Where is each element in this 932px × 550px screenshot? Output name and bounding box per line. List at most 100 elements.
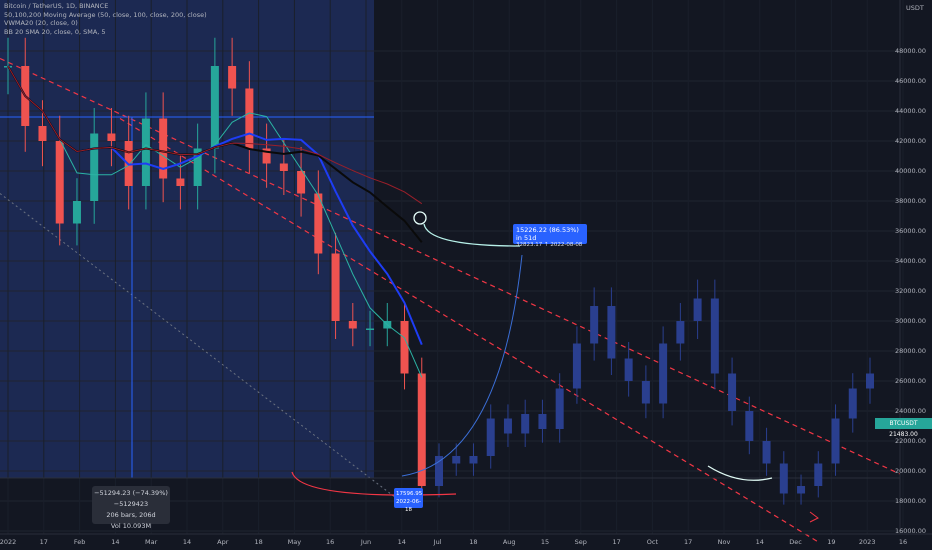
candle-body [728,373,737,411]
price-tick-label: 24000.00 [894,407,926,415]
candle-body [555,388,564,429]
candle-body [159,118,168,179]
candle-body [107,133,116,141]
time-tick-label: Mar [145,538,158,546]
price-tick-label: 30000.00 [894,317,926,325]
price-tick-label: 42000.00 [894,137,926,145]
candle-body [262,148,271,164]
candle-body [624,358,633,381]
projection-arrow [423,223,521,247]
time-tick-label: 2022 [0,538,17,546]
time-tick-label: Jun [360,538,372,546]
chart-legend[interactable]: Bitcoin / TetherUS, 1D, BINANCE 50,100,2… [4,2,207,36]
price-tick-label: 44000.00 [894,107,926,115]
candle-body [452,456,461,464]
time-tick-label: 18 [254,538,263,546]
time-tick-label: May [287,538,302,546]
candle-body [797,486,806,494]
price-tick-label: 36000.00 [894,227,926,235]
ma-200-line [7,65,423,205]
price-tick-label: 48000.00 [894,47,926,55]
candle-body [521,414,530,434]
time-tick-label: Sep [574,538,587,546]
candle-body [659,343,668,404]
time-tick-label: Jul [433,538,442,546]
candle-body [297,171,306,194]
candle-body [72,201,81,224]
time-tick-label: Oct [646,538,659,546]
legend-vwma: VWMA20 (20, close, 0) [4,19,78,27]
candle-body [745,411,754,441]
low-price-text: 17596.95 [396,491,423,497]
candle-body [503,418,512,434]
price-tick-label: 22000.00 [894,437,926,445]
callout-peak-text: 32823.17 ↑ 2022-08-08 [516,242,583,248]
circle-highlight [413,211,427,225]
price-tick-label: 28000.00 [894,347,926,355]
candle-body [55,141,64,224]
candle-body [866,373,874,389]
price-tick-label: 38000.00 [894,197,926,205]
time-tick-label: Nov [717,538,731,546]
candle-body [245,88,254,149]
time-tick-label: 14 [182,538,192,546]
ma-20-line [7,65,423,378]
candle-body [279,163,288,171]
price-range-callout[interactable]: 15226.22 (86.53%) in 51d 32823.17 ↑ 2022… [513,224,587,248]
candle-body [710,298,719,374]
candle-body [210,66,219,149]
candle-body [486,418,495,456]
price-tick-label: 16000.00 [894,527,926,535]
candle-body [176,178,185,186]
time-tick-label: Apr [217,538,229,546]
time-tick-label: 19 [827,538,836,546]
measure-bars: 206 bars, 206d [106,511,156,519]
callout-range-text: 15226.22 (86.53%) in 51d [516,226,579,242]
low-callout[interactable]: 17596.95 2022-06-18 [394,488,423,513]
candle-body [538,414,547,429]
legend-symbol: Bitcoin / TetherUS, 1D, BINANCE [4,2,109,10]
price-tick-label: 26000.00 [894,377,926,385]
channel-arrowhead [809,511,819,523]
price-tick-label: 18000.00 [894,497,926,505]
time-tick-label: 2023 [858,538,876,546]
time-tick-label: 16 [898,538,908,546]
measure-change: −51294.23 (−74.39%) −5129423 [94,489,168,508]
candle-body [141,118,150,186]
candle-body [469,456,478,464]
candle-body [779,463,788,494]
candle-body [348,321,357,329]
channel-dotted [0,193,401,502]
candle-body [607,306,616,359]
grid [0,50,900,532]
price-tick-label: 40000.00 [894,167,926,175]
time-tick-label: 17 [612,538,621,546]
time-tick-label: Feb [73,538,86,546]
time-tick-label: 17 [39,538,48,546]
candle-body [435,456,443,486]
bottom-arc [707,465,773,481]
candle-body [228,66,237,89]
candle-body [314,193,323,254]
measure-volume: Vol 10.093M [110,522,152,530]
low-date-text: 2022-06-18 [396,499,421,513]
candle-body [590,306,599,344]
time-tick-label: 14 [111,538,120,546]
time-tick-label: 15 [540,538,550,546]
legend-bb: BB 20 SMA 20, close, 0, SMA, 5 [4,27,106,36]
price-tick-label: 32000.00 [894,287,926,295]
time-tick-label: 16 [326,538,335,546]
last-price-tag: BTCUSDT 21483.00 [875,418,932,438]
candle-body [641,381,650,404]
candle-body [762,441,771,464]
price-tick-label: 46000.00 [894,77,926,85]
measure-tool-box[interactable]: −51294.23 (−74.39%) −5129423 206 bars, 2… [92,486,170,530]
candle-body [90,133,99,201]
candle-body [848,388,857,419]
candle-body [400,321,409,374]
candle-body [814,463,823,486]
candle-body [417,373,426,486]
moving-averages [7,65,423,378]
